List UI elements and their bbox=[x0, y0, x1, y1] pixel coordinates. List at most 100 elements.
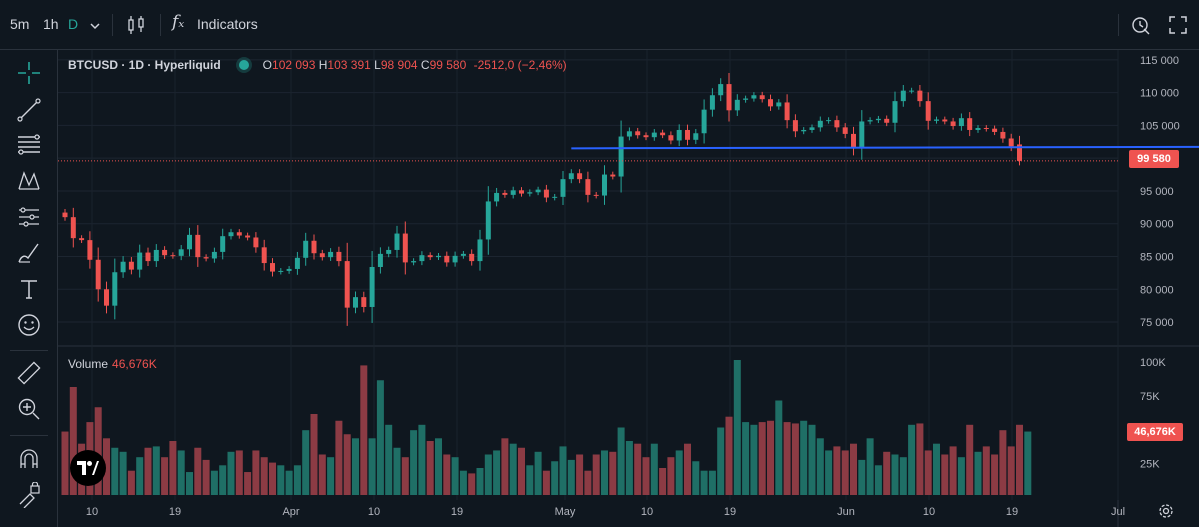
crosshair-icon[interactable] bbox=[16, 60, 42, 86]
candle-body bbox=[228, 232, 234, 237]
candle-body bbox=[187, 234, 192, 250]
volume-bar bbox=[775, 400, 783, 495]
horizontal-ray-line bbox=[571, 145, 1199, 150]
candle-body bbox=[842, 127, 848, 134]
price-tick-label: 105 000 bbox=[1140, 120, 1180, 132]
toolbar-divider bbox=[1118, 14, 1119, 36]
volume-bar bbox=[874, 465, 882, 495]
volume-bar bbox=[941, 454, 949, 495]
text-icon[interactable] bbox=[16, 276, 42, 302]
candles-icon[interactable] bbox=[124, 13, 148, 37]
candle-body bbox=[87, 240, 93, 260]
candle-body bbox=[709, 95, 715, 110]
indicators-button[interactable]: Indicators bbox=[197, 16, 258, 32]
tradingview-logo[interactable] bbox=[70, 450, 106, 486]
fullscreen-icon[interactable] bbox=[1168, 15, 1188, 35]
candle-body bbox=[801, 129, 807, 132]
candle-body bbox=[668, 135, 674, 141]
price-tick-label: 90 000 bbox=[1140, 219, 1174, 231]
volume-bar bbox=[244, 472, 252, 495]
volume-bar bbox=[642, 457, 650, 495]
candle-body bbox=[610, 174, 616, 177]
volume-bar bbox=[1007, 446, 1015, 495]
time-tick-label: 19 bbox=[724, 506, 736, 518]
magnet-icon[interactable] bbox=[16, 446, 42, 472]
interval-5m[interactable]: 5m bbox=[10, 16, 30, 32]
lock-drawing-icon[interactable] bbox=[16, 482, 42, 508]
projection-icon[interactable] bbox=[16, 204, 42, 230]
symbol-title[interactable]: BTCUSD · 1D · Hyperliquid bbox=[68, 58, 221, 72]
settings-gear-icon[interactable] bbox=[1158, 503, 1174, 519]
candle-body bbox=[427, 255, 433, 258]
volume-label[interactable]: Volume bbox=[68, 357, 109, 371]
chevron-down-icon[interactable] bbox=[88, 19, 102, 33]
candle-body bbox=[245, 235, 251, 238]
interval-d[interactable]: D bbox=[68, 16, 79, 32]
candle-body bbox=[344, 261, 350, 308]
time-tick-label: 19 bbox=[1006, 506, 1018, 518]
fib-icon[interactable] bbox=[16, 132, 42, 158]
open-label: O bbox=[262, 58, 273, 72]
trend-line-icon[interactable] bbox=[16, 97, 42, 123]
candle-body bbox=[593, 194, 599, 196]
high-value: 103 391 bbox=[327, 58, 371, 72]
candle-body bbox=[253, 237, 259, 248]
alert-clock-icon[interactable] bbox=[1130, 14, 1152, 36]
volume-bar bbox=[841, 450, 849, 495]
candle-body bbox=[311, 240, 317, 254]
volume-bar bbox=[559, 446, 567, 495]
brush-icon[interactable] bbox=[16, 240, 42, 266]
candle-body bbox=[220, 236, 226, 252]
emoji-icon[interactable] bbox=[16, 312, 42, 338]
candle-body bbox=[909, 90, 915, 92]
volume-bar bbox=[542, 470, 550, 495]
price-tick-label: 110 000 bbox=[1140, 88, 1179, 100]
volume-bar bbox=[368, 438, 376, 495]
candle-body bbox=[560, 179, 566, 197]
close-value: 99 580 bbox=[429, 58, 467, 72]
time-tick-label: Jun bbox=[837, 506, 855, 518]
zoom-in-icon[interactable] bbox=[16, 396, 42, 422]
candle-body bbox=[626, 131, 632, 137]
volume-bar bbox=[111, 447, 119, 495]
candle-body bbox=[892, 101, 898, 123]
volume-bar bbox=[484, 454, 492, 495]
volume-bar bbox=[592, 454, 600, 495]
interval-1h[interactable]: 1h bbox=[43, 16, 59, 32]
time-tick-label: 10 bbox=[641, 506, 653, 518]
candle-body bbox=[651, 132, 657, 138]
candle-body bbox=[685, 129, 690, 140]
volume-bar bbox=[169, 441, 177, 495]
last-price-tag: 99 580 bbox=[1129, 150, 1179, 168]
candle-body bbox=[436, 255, 441, 258]
volume-bar bbox=[335, 420, 343, 495]
candle-body bbox=[826, 120, 832, 122]
candle-body bbox=[104, 289, 109, 306]
candle-body bbox=[394, 233, 400, 250]
volume-bar bbox=[509, 443, 517, 495]
open-value: 102 093 bbox=[272, 58, 316, 72]
volume-bar bbox=[957, 457, 965, 495]
candle-body bbox=[278, 270, 284, 272]
volume-bar bbox=[451, 457, 459, 495]
candle-body bbox=[917, 90, 923, 102]
fx-icon[interactable]: 𝑓ₓ bbox=[172, 12, 185, 32]
ruler-icon[interactable] bbox=[16, 360, 42, 386]
candle-body bbox=[170, 255, 176, 257]
candle-body bbox=[759, 95, 765, 100]
candle-body bbox=[361, 297, 367, 307]
volume-bar bbox=[161, 457, 169, 495]
candle-body bbox=[992, 128, 998, 132]
low-value: 98 904 bbox=[380, 58, 418, 72]
volume-bar bbox=[302, 430, 310, 495]
price-chart[interactable]: 75 000 80 000 85 000 90 000 95 000 105 000 110… bbox=[58, 50, 1199, 527]
volume-bar bbox=[252, 450, 260, 495]
candle-body bbox=[236, 232, 242, 236]
pattern-icon[interactable] bbox=[16, 168, 42, 194]
volume-bar bbox=[269, 462, 276, 495]
volume-bar bbox=[518, 447, 525, 495]
volume-bar bbox=[858, 459, 866, 495]
candle-body bbox=[477, 239, 483, 262]
volume-bar bbox=[974, 451, 982, 495]
volume-bar bbox=[742, 422, 750, 495]
